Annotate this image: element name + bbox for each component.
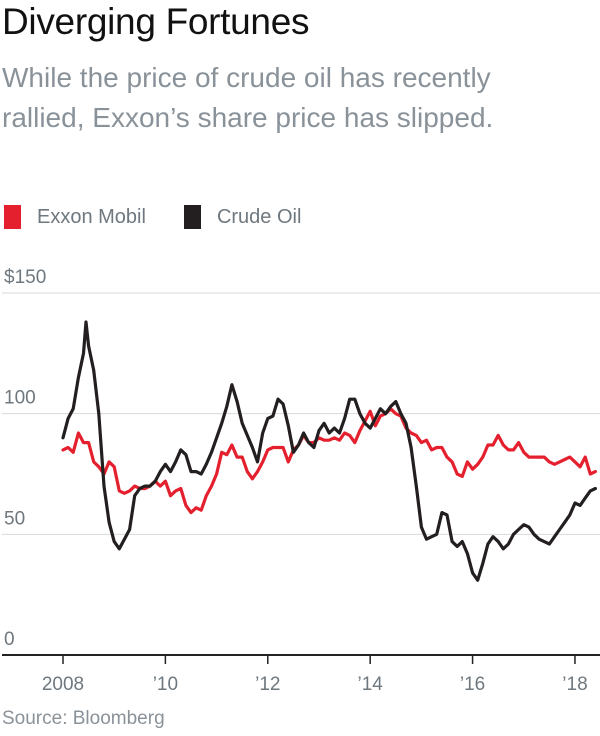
line-chart: $150 100 50 0 2008 ’10 ’12 ’14 ’16 ’18 <box>2 267 600 695</box>
legend-item-exxon: Exxon Mobil <box>4 205 146 229</box>
x-tick-label-2010: ’10 <box>153 674 178 695</box>
legend-swatch-crude-oil <box>183 205 201 229</box>
legend-swatch-exxon <box>4 205 21 229</box>
x-tick-label-2018: ’18 <box>562 674 587 695</box>
x-tick-label-2008: 2008 <box>42 674 84 695</box>
y-tick-label-0: 0 <box>4 629 15 650</box>
series-line-exxon-mobil <box>61 407 597 515</box>
series-line-crude-oil <box>61 320 597 582</box>
y-tick-label-100: 100 <box>4 388 36 409</box>
y-tick-label-50: 50 <box>4 508 25 529</box>
chart-subtitle: While the price of crude oil has recentl… <box>2 62 494 133</box>
x-tick-label-2012: ’12 <box>255 674 280 695</box>
chart-legend: Exxon Mobil Crude Oil <box>4 205 339 229</box>
source-note: Source: Bloomberg <box>2 708 165 729</box>
y-tick-label-150: $150 <box>4 267 46 288</box>
legend-label-exxon: Exxon Mobil <box>37 205 146 228</box>
x-tick-label-2016: ’16 <box>460 674 485 695</box>
chart-title: Diverging Fortunes <box>2 1 310 42</box>
legend-label-crude-oil: Crude Oil <box>216 205 302 228</box>
x-tick-label-2014: ’14 <box>357 674 383 695</box>
legend-item-crude-oil: Crude Oil <box>183 205 302 229</box>
